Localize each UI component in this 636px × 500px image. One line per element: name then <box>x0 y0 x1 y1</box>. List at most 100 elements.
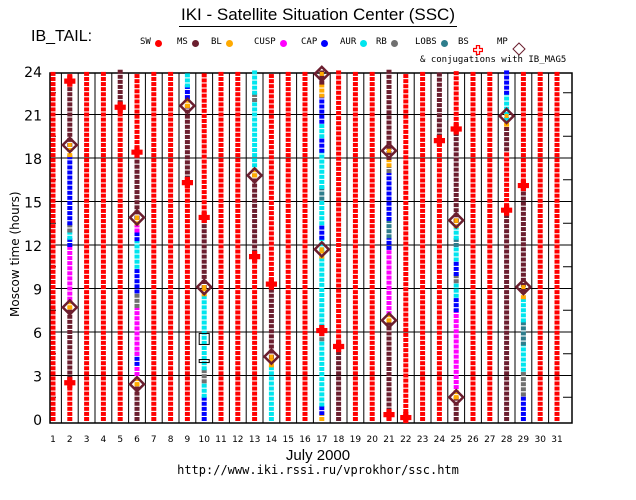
region-point <box>134 169 140 174</box>
region-point <box>369 234 375 239</box>
region-point <box>386 176 392 181</box>
region-point <box>554 183 560 188</box>
region-point <box>420 203 426 208</box>
legend-dot-icon <box>440 40 448 47</box>
region-point <box>554 92 560 97</box>
region-point <box>50 345 56 350</box>
region-point <box>336 156 342 161</box>
region-point <box>336 351 342 356</box>
region-point <box>504 285 510 290</box>
legend-label: BS <box>458 37 469 47</box>
region-point <box>386 280 392 285</box>
region-point <box>134 244 140 249</box>
region-point <box>403 104 409 109</box>
source-url[interactable]: http://www.iki.rssi.ru/vprokhor/ssc.htm <box>177 463 459 477</box>
region-point <box>537 411 543 416</box>
region-point <box>268 406 274 411</box>
region-point <box>285 193 291 198</box>
region-point <box>100 239 106 244</box>
region-point <box>336 371 342 376</box>
region-point <box>436 300 442 305</box>
region-point <box>436 108 442 113</box>
region-point <box>352 163 358 168</box>
mp-center-point <box>454 395 459 400</box>
region-point <box>151 411 157 416</box>
region-point <box>369 224 375 229</box>
region-point <box>218 203 224 208</box>
region-point <box>420 411 426 416</box>
region-point <box>151 76 157 81</box>
region-point <box>537 330 543 335</box>
region-point <box>302 274 308 279</box>
region-point <box>201 139 207 144</box>
region-point <box>520 201 526 206</box>
region-point <box>537 234 543 239</box>
region-point <box>67 256 73 261</box>
region-point <box>453 390 459 395</box>
region-point <box>302 97 308 102</box>
region-point <box>218 371 224 376</box>
region-point <box>151 127 157 132</box>
region-point <box>336 278 342 283</box>
region-point <box>386 135 392 140</box>
region-point <box>252 214 258 218</box>
region-point <box>352 132 358 137</box>
region-point <box>554 269 560 274</box>
region-point <box>504 90 510 95</box>
region-point <box>134 99 140 104</box>
region-point <box>84 219 90 224</box>
region-point <box>50 163 56 168</box>
region-point <box>100 87 106 92</box>
mp-crossing-marker <box>128 375 146 393</box>
region-point <box>319 99 325 104</box>
mp-center-point <box>319 247 324 252</box>
region-point <box>336 232 342 237</box>
region-point <box>285 87 291 92</box>
region-point <box>554 87 560 92</box>
region-point <box>218 173 224 178</box>
region-point <box>520 362 526 367</box>
mp-crossing-marker <box>514 278 533 296</box>
region-point <box>168 87 174 92</box>
region-point <box>352 173 358 178</box>
region-point <box>117 122 123 127</box>
region-point <box>151 214 157 218</box>
y-tick-label: 24 <box>24 65 42 81</box>
region-point <box>84 315 90 320</box>
region-point <box>100 203 106 208</box>
region-point <box>117 244 123 249</box>
region-point <box>470 401 476 406</box>
region-point <box>50 208 56 213</box>
region-point <box>453 172 459 177</box>
region-point <box>520 211 526 216</box>
region-point <box>168 224 174 229</box>
x-tick-label: 25 <box>450 435 461 445</box>
region-point <box>67 345 73 350</box>
region-point <box>268 298 274 303</box>
region-point <box>453 272 459 276</box>
region-point <box>252 132 258 137</box>
region-point <box>369 290 375 295</box>
chart-title-text: IKI - Satellite Situation Center (SSC) <box>178 5 457 27</box>
region-point <box>184 124 190 129</box>
region-point <box>184 188 190 193</box>
region-point <box>319 406 325 411</box>
region-point <box>117 264 123 269</box>
region-point <box>554 132 560 137</box>
region-point <box>50 198 56 203</box>
region-point <box>285 381 291 386</box>
region-point <box>369 371 375 376</box>
region-point <box>117 345 123 350</box>
region-point <box>504 411 510 416</box>
region-point <box>352 315 358 320</box>
region-point <box>252 305 258 310</box>
region-point <box>151 356 157 361</box>
region-point <box>218 356 224 361</box>
region-point <box>218 285 224 290</box>
region-point <box>319 267 325 272</box>
region-point <box>117 183 123 188</box>
region-point <box>436 335 442 340</box>
region-point <box>336 146 342 151</box>
legend-dot-icon <box>279 40 287 47</box>
region-point <box>537 239 543 244</box>
